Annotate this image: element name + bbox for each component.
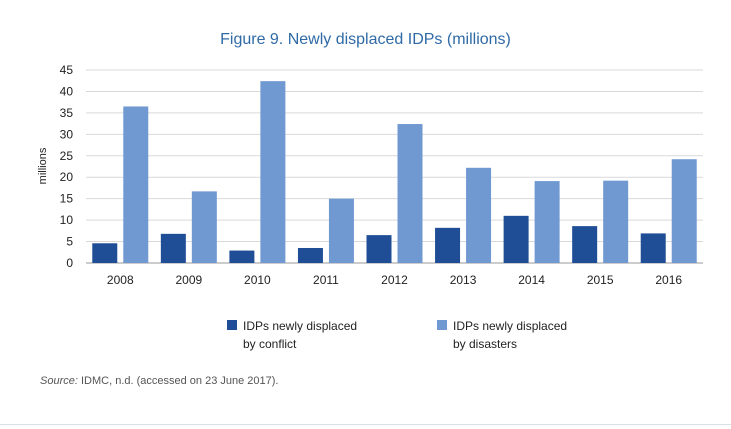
bar-conflict — [435, 227, 461, 263]
y-tick-label: 20 — [60, 170, 74, 184]
bar-disasters — [397, 124, 423, 263]
bar-disasters — [260, 81, 286, 263]
bar-disasters — [671, 159, 697, 263]
x-tick-label: 2016 — [655, 273, 682, 287]
y-tick-label: 10 — [60, 213, 74, 227]
y-tick-label: 15 — [60, 192, 74, 206]
chart-title: Figure 9. Newly displaced IDPs (millions… — [220, 31, 511, 48]
bar-disasters — [123, 106, 149, 263]
legend-item-disasters: IDPs newly displaced by disasters — [437, 317, 593, 353]
legend-label-disasters-line2: by disasters — [453, 337, 518, 351]
bar-conflict — [297, 247, 323, 263]
legend-swatch-disasters — [437, 320, 447, 330]
source-text: IDMC, n.d. (accessed on 23 June 2017). — [80, 375, 279, 387]
bar-disasters — [191, 191, 217, 263]
legend-item-conflict: IDPs newly displaced by conflict — [227, 317, 383, 353]
bar-chart: 0 5 10 15 20 25 30 35 40 45 2008 2009 2010 2011 2012 20… — [37, 63, 703, 287]
x-tick-label: 2012 — [381, 273, 408, 287]
bar-disasters — [603, 180, 629, 263]
bar-conflict — [640, 233, 666, 263]
bar-disasters — [466, 167, 492, 263]
source-note: Source: IDMC, n.d. (accessed on 23 June … — [40, 375, 278, 387]
legend-label-conflict-line1: IDPs newly displaced — [243, 319, 358, 333]
source-label: Source: — [40, 375, 78, 387]
y-tick-label: 5 — [66, 235, 73, 249]
x-tick-label: 2015 — [587, 273, 614, 287]
y-axis-label: millions — [37, 147, 49, 184]
y-tick-label: 25 — [60, 149, 74, 163]
x-tick-label: 2009 — [175, 273, 202, 287]
bar-conflict — [160, 233, 186, 263]
bar-conflict — [92, 243, 118, 263]
y-tick-label: 35 — [60, 106, 74, 120]
divider — [0, 424, 731, 425]
y-tick-label: 30 — [60, 127, 74, 141]
x-tick-label: 2014 — [518, 273, 545, 287]
bar-conflict — [229, 250, 255, 263]
bar-conflict — [572, 226, 598, 263]
legend-label-disasters-line1: IDPs newly displaced — [453, 319, 568, 333]
bar-conflict — [503, 215, 529, 263]
legend-label-conflict-line2: by conflict — [243, 337, 297, 351]
x-tick-label: 2011 — [313, 273, 339, 287]
legend-swatch-conflict — [227, 320, 237, 330]
x-tick-label: 2010 — [244, 273, 271, 287]
y-tick-label: 0 — [66, 256, 73, 270]
bar-disasters — [534, 181, 560, 263]
bar-conflict — [366, 235, 392, 263]
x-tick-label: 2013 — [450, 273, 477, 287]
y-tick-label: 45 — [60, 63, 74, 77]
x-tick-label: 2008 — [107, 273, 134, 287]
y-tick-label: 40 — [60, 84, 74, 98]
bar-disasters — [328, 198, 354, 263]
